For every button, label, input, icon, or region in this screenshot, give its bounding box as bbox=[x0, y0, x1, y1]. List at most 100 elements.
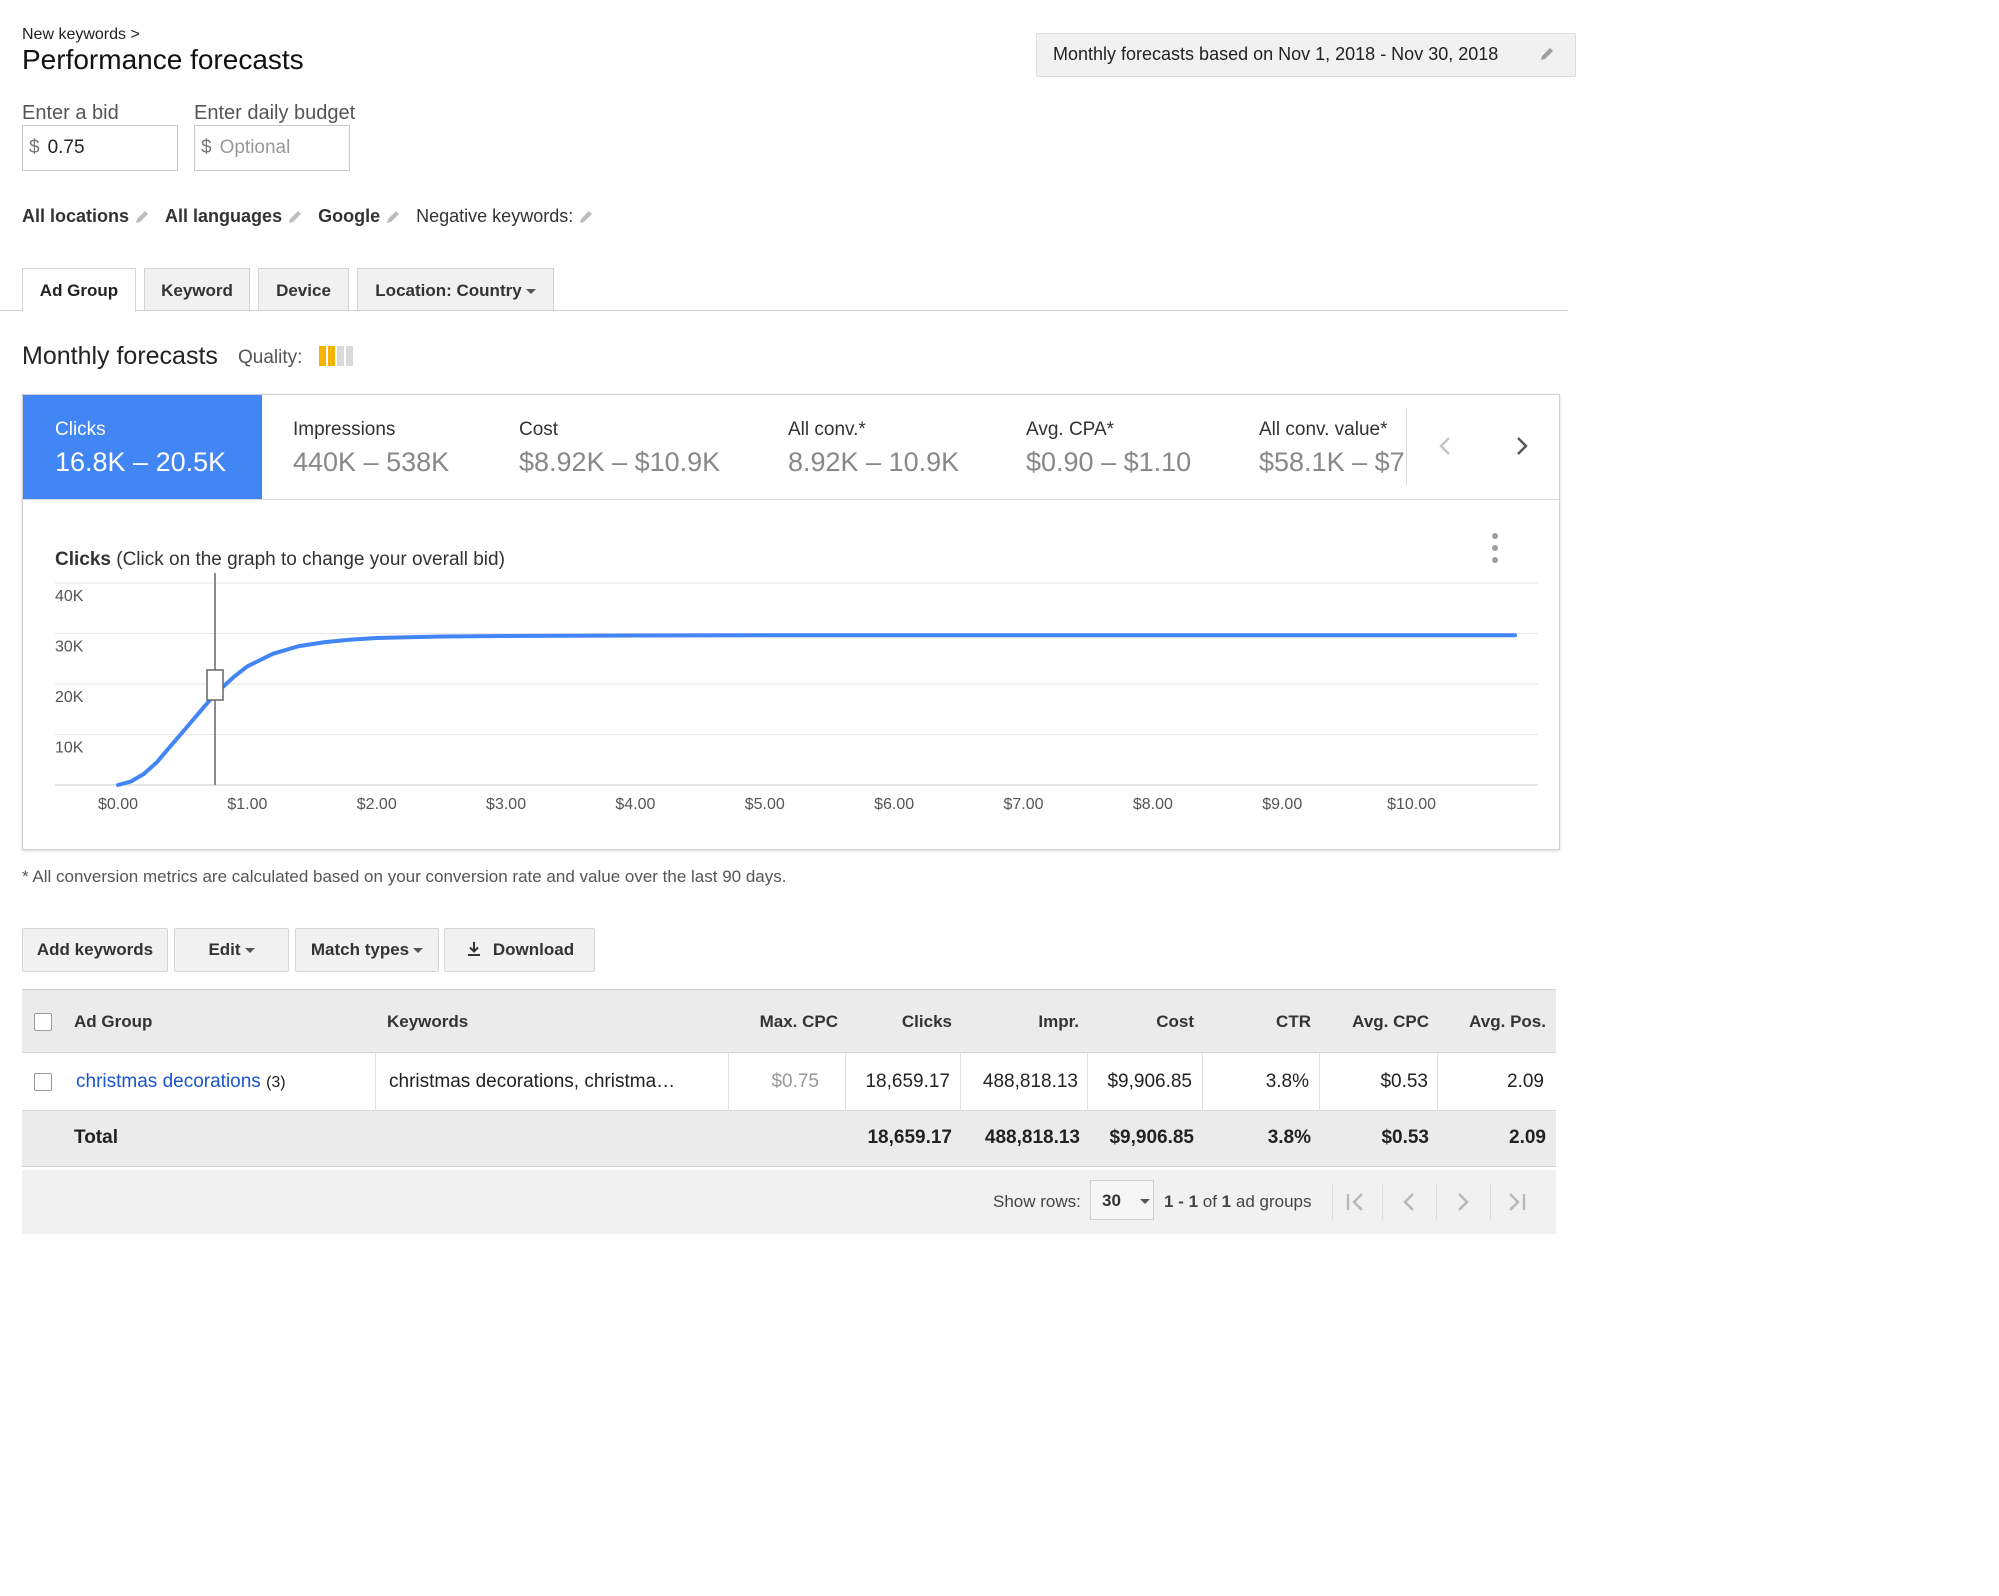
languages-setting[interactable]: All languages bbox=[165, 206, 303, 227]
range-of: of bbox=[1198, 1192, 1222, 1211]
budget-label: Enter daily budget bbox=[194, 102, 356, 124]
download-button[interactable]: Download bbox=[444, 928, 595, 972]
col-keywords[interactable]: Keywords bbox=[387, 1012, 469, 1031]
download-label: Download bbox=[492, 940, 575, 959]
tab-ad-group[interactable]: Ad Group bbox=[22, 268, 136, 312]
bid-input[interactable] bbox=[47, 137, 158, 159]
col-impr[interactable]: Impr. bbox=[1038, 1012, 1079, 1031]
budget-field[interactable]: $ bbox=[194, 125, 350, 171]
pencil-icon[interactable] bbox=[385, 209, 401, 225]
tabs-divider bbox=[0, 310, 1568, 311]
pencil-icon[interactable] bbox=[134, 209, 150, 225]
last-page-icon[interactable] bbox=[1502, 1188, 1532, 1216]
column-divider bbox=[1319, 1053, 1320, 1111]
pencil-icon[interactable] bbox=[287, 209, 303, 225]
y-tick-label: 10K bbox=[55, 740, 84, 757]
col-avg-pos[interactable]: Avg. Pos. bbox=[1469, 1012, 1546, 1031]
table-header: Ad Group Keywords Max. CPC Clicks Impr. … bbox=[22, 989, 1556, 1053]
quality-indicator bbox=[319, 346, 359, 366]
next-page-icon[interactable] bbox=[1448, 1188, 1478, 1216]
network-setting[interactable]: Google bbox=[318, 206, 401, 227]
metric-value: $0.90 – $1.10 bbox=[1026, 447, 1192, 477]
date-range-selector[interactable]: Monthly forecasts based on Nov 1, 2018 -… bbox=[1036, 33, 1576, 77]
x-tick-label: $5.00 bbox=[745, 796, 785, 813]
bid-field[interactable]: $ bbox=[22, 125, 178, 171]
table-row: christmas decorations (3) christmas deco… bbox=[22, 1053, 1556, 1111]
first-page-icon[interactable] bbox=[1340, 1188, 1370, 1216]
negative-keywords-setting[interactable]: Negative keywords: bbox=[416, 206, 594, 227]
clicks-chart[interactable]: 10K 20K 30K 40K $0.00 $1.00 $2.00 $3.00 $4.00 $5.… bbox=[23, 571, 1559, 821]
impr-cell: 488,818.13 bbox=[982, 1071, 1078, 1092]
tab-keyword[interactable]: Keyword bbox=[144, 268, 250, 310]
chevron-left-icon[interactable] bbox=[1431, 431, 1461, 461]
x-tick-label: $6.00 bbox=[874, 796, 914, 813]
prev-page-icon[interactable] bbox=[1394, 1188, 1424, 1216]
column-divider bbox=[960, 1053, 961, 1111]
column-divider bbox=[1437, 1053, 1438, 1111]
ad-group-link[interactable]: christmas decorations bbox=[76, 1071, 261, 1092]
locations-setting[interactable]: All locations bbox=[22, 206, 150, 227]
x-tick-label: $9.00 bbox=[1262, 796, 1302, 813]
negative-keywords-label: Negative keywords: bbox=[416, 206, 574, 226]
metric-value: 16.8K – 20.5K bbox=[55, 447, 227, 477]
select-all-checkbox[interactable] bbox=[34, 1013, 52, 1031]
y-tick-label: 20K bbox=[55, 689, 84, 706]
metric-label: All conv. value* bbox=[1259, 419, 1388, 440]
clicks-cell: 18,659.17 bbox=[865, 1071, 950, 1092]
max-cpc-cell[interactable]: $0.75 bbox=[771, 1071, 819, 1092]
pager-divider bbox=[1382, 1184, 1383, 1220]
col-max-cpc[interactable]: Max. CPC bbox=[759, 1012, 838, 1031]
caret-down-icon bbox=[1139, 1199, 1150, 1205]
metric-impressions[interactable]: Impressions 440K – 538K bbox=[293, 395, 513, 499]
metric-label: Impressions bbox=[293, 419, 396, 440]
add-keywords-button[interactable]: Add keywords bbox=[22, 928, 168, 972]
metric-all-conv-value[interactable]: All conv. value* $58.1K – $7 bbox=[1259, 395, 1407, 499]
more-vert-icon[interactable] bbox=[1489, 531, 1501, 565]
budget-input[interactable] bbox=[219, 137, 330, 159]
caret-down-icon bbox=[244, 948, 255, 954]
avg-pos-cell: 2.09 bbox=[1507, 1071, 1544, 1092]
x-tick-label: $7.00 bbox=[1003, 796, 1043, 813]
column-divider bbox=[728, 1053, 729, 1111]
range-start: 1 bbox=[1164, 1192, 1174, 1211]
col-avg-cpc[interactable]: Avg. CPC bbox=[1352, 1012, 1429, 1031]
metric-all-conv[interactable]: All conv.* 8.92K – 10.9K bbox=[788, 395, 1018, 499]
download-icon bbox=[467, 942, 480, 956]
quality-bar bbox=[346, 346, 353, 366]
range-sep: - bbox=[1173, 1192, 1189, 1211]
col-ad-group[interactable]: Ad Group bbox=[74, 1012, 153, 1031]
chart-title-bold: Clicks bbox=[55, 549, 111, 570]
x-tick-label: $3.00 bbox=[486, 796, 526, 813]
metric-cost[interactable]: Cost $8.92K – $10.9K bbox=[519, 395, 779, 499]
metric-clicks[interactable]: Clicks 16.8K – 20.5K bbox=[23, 395, 262, 499]
budget-currency: $ bbox=[201, 137, 212, 158]
bid-marker-handle[interactable] bbox=[206, 669, 224, 701]
tab-location-country[interactable]: Location: Country bbox=[357, 268, 554, 310]
rows-per-page-select[interactable]: 30 bbox=[1090, 1180, 1154, 1220]
breadcrumb[interactable]: New keywords > bbox=[22, 26, 140, 43]
chart-title: Clicks (Click on the graph to change you… bbox=[55, 549, 505, 571]
edit-button[interactable]: Edit bbox=[174, 928, 289, 972]
col-cost[interactable]: Cost bbox=[1156, 1012, 1194, 1031]
total-avg-pos: 2.09 bbox=[1509, 1127, 1546, 1148]
col-ctr[interactable]: CTR bbox=[1276, 1012, 1311, 1031]
metric-value: 440K – 538K bbox=[293, 447, 450, 477]
column-divider bbox=[845, 1053, 846, 1111]
total-clicks: 18,659.17 bbox=[867, 1127, 952, 1148]
x-tick-label: $4.00 bbox=[615, 796, 655, 813]
bid-label: Enter a bid bbox=[22, 102, 119, 124]
pencil-icon[interactable] bbox=[1539, 46, 1555, 62]
pencil-icon[interactable] bbox=[578, 209, 594, 225]
total-label: Total bbox=[74, 1127, 118, 1148]
metric-label: Clicks bbox=[55, 419, 106, 440]
ctr-cell: 3.8% bbox=[1265, 1071, 1309, 1092]
match-types-button[interactable]: Match types bbox=[295, 928, 439, 972]
pager-divider bbox=[1332, 1184, 1333, 1220]
metric-avg-cpa[interactable]: Avg. CPA* $0.90 – $1.10 bbox=[1026, 395, 1256, 499]
chevron-right-icon[interactable] bbox=[1507, 431, 1537, 461]
ad-group-cell: christmas decorations (3) bbox=[76, 1071, 286, 1093]
caret-down-icon bbox=[413, 948, 424, 954]
row-checkbox[interactable] bbox=[34, 1073, 52, 1091]
col-clicks[interactable]: Clicks bbox=[901, 1012, 952, 1031]
tab-device[interactable]: Device bbox=[258, 268, 349, 310]
